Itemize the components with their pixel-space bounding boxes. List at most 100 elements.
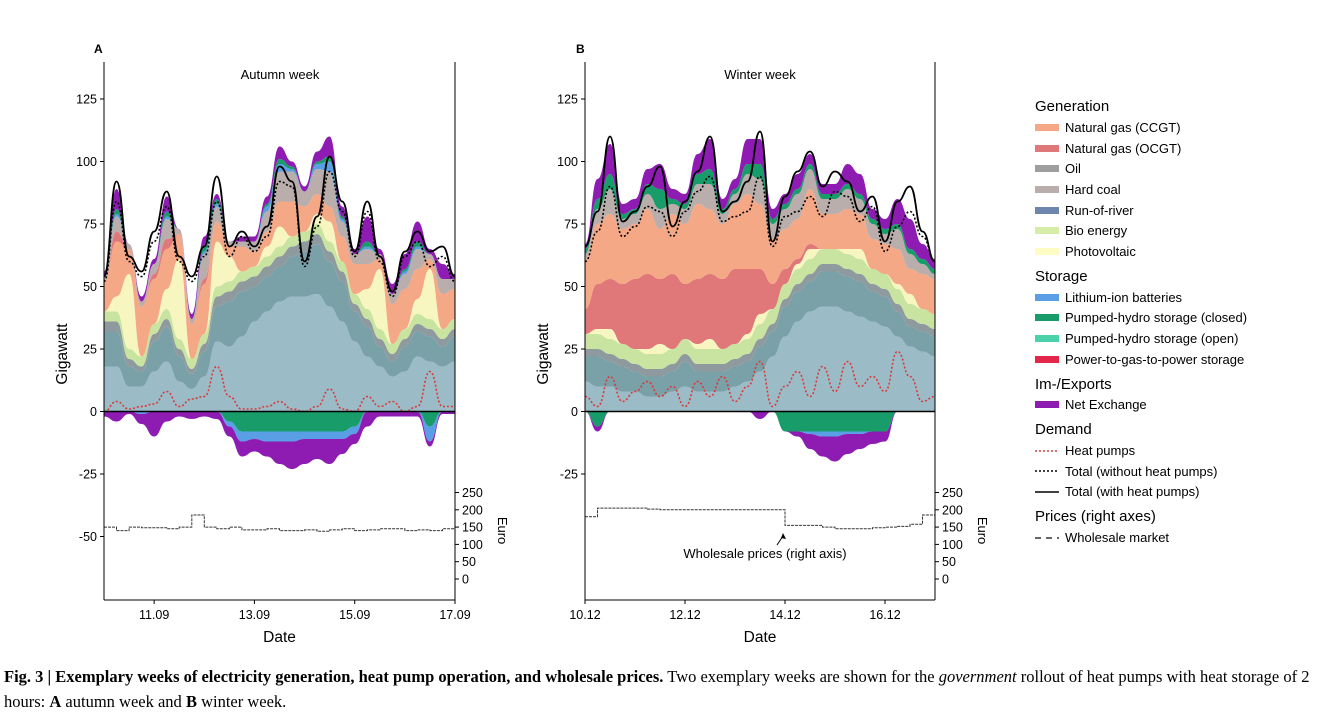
y-tick-label: -50 (79, 530, 97, 544)
right-y-tick-label: 200 (462, 503, 483, 517)
panel-label: A (94, 42, 103, 56)
legend-item: Wholesale market (1035, 527, 1325, 548)
y-tick-label: 75 (83, 218, 97, 232)
negative-area-net-exchange (104, 411, 455, 469)
right-y-tick-label: 250 (462, 486, 483, 500)
legend-label: Wholesale market (1065, 530, 1170, 546)
legend-group-title: Generation (1035, 98, 1110, 115)
caption-bold: Fig. 3 | Exemplary weeks of electricity … (4, 667, 664, 686)
legend-swatch (1035, 206, 1059, 214)
figure: -50 -25 0 25 50 75 100 125 0 50 100 150 200 250 11.09 1… (54, 42, 990, 646)
x-tick-label: 15.09 (339, 608, 370, 622)
legend-group-title: Demand (1035, 421, 1092, 439)
legend: Generation Natural gas (CCGT) Natural gas … (1035, 92, 1325, 548)
x-tick-label: 14.12 (769, 608, 800, 622)
panel-a: -50 -25 0 25 50 75 100 125 0 50 100 150 200 250 11.09 1… (54, 42, 510, 646)
caption-bold-a: A (49, 692, 62, 711)
legend-label: Run-of-river (1065, 202, 1134, 218)
legend-label: Hard coal (1065, 181, 1121, 197)
area-photovoltaic (585, 249, 935, 354)
legend-swatch (1035, 185, 1059, 193)
figure-caption: Fig. 3 | Exemplary weeks of electricity … (4, 664, 1324, 714)
right-y-tick-label: 150 (942, 521, 963, 535)
legend-label: Power-to-gas-to-power storage (1065, 351, 1245, 367)
right-y-tick-label: 0 (462, 573, 469, 587)
legend-item: Oil (1035, 158, 1325, 179)
panel-label: B (576, 42, 585, 56)
right-y-tick-label: 50 (942, 555, 956, 569)
x-axis-label: Date (744, 629, 777, 646)
negative-area-pumped-hydro-storage-closed- (585, 411, 935, 432)
legend-item: Net Exchange (1035, 395, 1325, 416)
legend-label: Bio energy (1065, 223, 1128, 239)
legend-label: Pumped-hydro storage (open) (1065, 331, 1239, 347)
legend-item: Hard coal (1035, 179, 1325, 200)
line-heat-pumps (585, 350, 935, 408)
legend-item: Pumped-hydro storage (closed) (1035, 308, 1325, 329)
legend-group-title: Prices (right axes) (1035, 508, 1156, 526)
caption-text-4: winter week. (196, 692, 287, 711)
legend-item: Bio energy (1035, 220, 1325, 241)
legend-item: Total (without heat pumps) (1035, 461, 1325, 482)
area-hard-coal-peak- (585, 169, 935, 279)
plot-area (104, 136, 455, 469)
line-wholesale-prices (104, 514, 455, 532)
negative-area-net-exchange (585, 411, 935, 462)
legend-swatch (1035, 335, 1059, 343)
caption-text-2: rollout of heat pumps with heat storage … (4, 667, 1310, 711)
y-tick-label: -25 (79, 468, 97, 482)
area-bio-energy (585, 249, 935, 369)
y-tick-label: 25 (83, 343, 97, 357)
legend-swatch (1035, 401, 1059, 409)
plot-area (585, 130, 935, 462)
negative-area-lithium-ion-batteries (104, 411, 455, 442)
y-tick-label: 100 (76, 155, 97, 169)
legend-label: Total (with heat pumps) (1065, 484, 1200, 500)
area-oil (585, 264, 935, 377)
x-tick-label: 11.09 (139, 608, 169, 622)
panel-title: Winter week (724, 67, 796, 82)
legend-line-swatch (1035, 536, 1059, 539)
area-hard-coal (104, 244, 455, 389)
legend-label: Photovoltaic (1065, 243, 1136, 259)
x-tick-label: 17.09 (439, 608, 470, 622)
legend-item: Power-to-gas-to-power storage (1035, 349, 1325, 370)
line-total-with-heat-pumps (585, 130, 935, 263)
legend-swatch (1035, 144, 1059, 152)
legend-label: Oil (1065, 161, 1081, 177)
area-hard-coal (585, 271, 935, 397)
legend-swatch (1035, 314, 1059, 322)
y-tick-label: 0 (90, 405, 97, 419)
right-y-tick-label: 250 (942, 486, 963, 500)
legend-label: Heat pumps (1065, 443, 1136, 459)
legend-swatch (1035, 293, 1059, 301)
legend-line-swatch (1035, 491, 1059, 493)
x-tick-label: 13.09 (239, 608, 270, 622)
panel-title: Autumn week (241, 67, 320, 82)
legend-item: Natural gas (CCGT) (1035, 117, 1325, 138)
legend-item: Total (with heat pumps) (1035, 482, 1325, 503)
right-y-tick-label: 200 (942, 503, 963, 517)
legend-item: Lithium-ion batteries (1035, 287, 1325, 308)
legend-line-swatch (1035, 449, 1059, 452)
right-y-tick-label: 100 (462, 538, 483, 552)
y-axis-label: Gigawatt (54, 323, 71, 385)
annotation-arrowhead (781, 533, 786, 539)
legend-item: Run-of-river (1035, 200, 1325, 221)
y-tick-label: 125 (76, 93, 97, 107)
legend-item: Natural gas (OCGT) (1035, 138, 1325, 159)
area-natural-gas-ccgt- (585, 189, 935, 314)
y-tick-label: 50 (83, 280, 97, 294)
right-y-tick-label: 0 (942, 573, 949, 587)
y-tick-label: -25 (560, 468, 578, 482)
caption-bold-b: B (185, 692, 197, 711)
area-run-of-river-wind-base- (104, 294, 455, 412)
area-net-exchange (585, 139, 935, 269)
y-tick-label: 50 (564, 280, 578, 294)
area-natural-gas-ccgt- (104, 194, 455, 359)
legend-line-swatch (1035, 470, 1059, 473)
caption-text-3: autumn week and (61, 692, 186, 711)
legend-label: Lithium-ion batteries (1065, 289, 1183, 305)
x-tick-label: 16.12 (869, 608, 900, 622)
line-total-without-heat-pumps (585, 175, 935, 263)
